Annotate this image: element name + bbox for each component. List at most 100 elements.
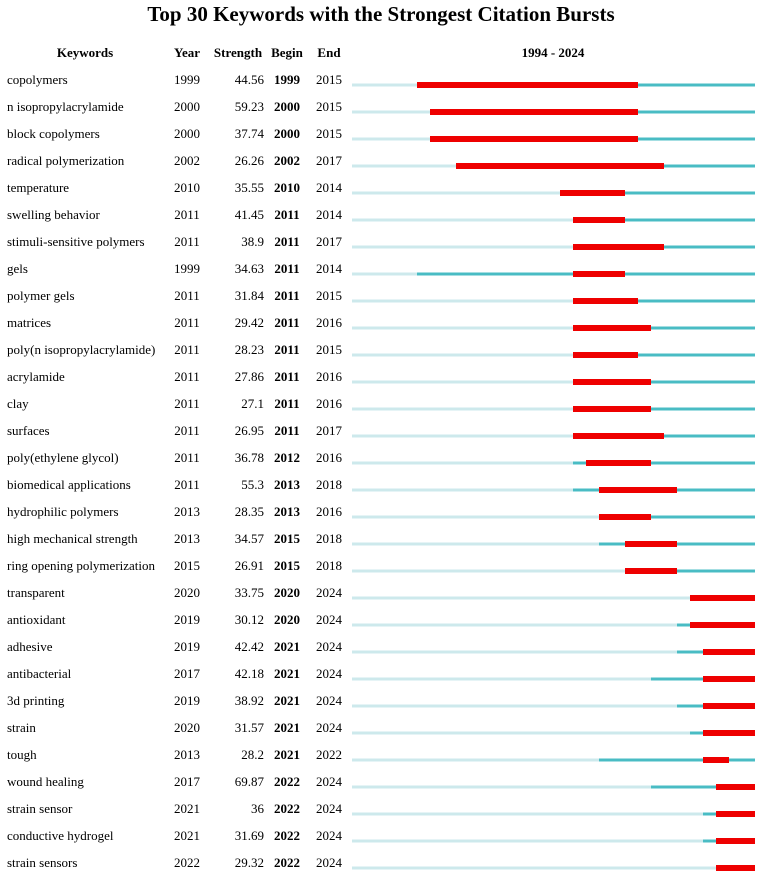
row-end: 2017 bbox=[316, 423, 343, 438]
burst-bar bbox=[703, 649, 755, 655]
row-end: 2016 bbox=[316, 450, 343, 465]
burst-bar bbox=[716, 865, 755, 871]
row-end: 2017 bbox=[316, 234, 343, 249]
table-row: high mechanical strength 2013 34.57 2015 201… bbox=[7, 531, 755, 547]
row-begin: 2011 bbox=[274, 369, 299, 384]
row-begin: 2011 bbox=[274, 207, 299, 222]
timeline-active-segment bbox=[599, 515, 755, 519]
row-strength: 44.56 bbox=[235, 72, 265, 87]
burst-bar bbox=[430, 109, 638, 115]
row-year: 2013 bbox=[174, 747, 200, 762]
table-row: clay 2011 27.1 2011 2016 bbox=[7, 396, 755, 412]
row-strength: 42.42 bbox=[235, 639, 264, 654]
row-strength: 30.12 bbox=[235, 612, 264, 627]
table-row: matrices 2011 29.42 2011 2016 bbox=[7, 315, 755, 331]
table-row: acrylamide 2011 27.86 2011 2016 bbox=[7, 369, 755, 385]
row-begin: 2000 bbox=[274, 126, 300, 141]
table-row: strain 2020 31.57 2021 2024 bbox=[7, 720, 755, 736]
row-begin: 2021 bbox=[274, 693, 300, 708]
row-end: 2015 bbox=[316, 99, 342, 114]
timeline-inactive-segment bbox=[352, 596, 690, 600]
row-year: 2021 bbox=[174, 828, 200, 843]
row-begin: 2022 bbox=[274, 828, 300, 843]
timeline-inactive-segment bbox=[352, 542, 599, 546]
timeline-inactive-segment bbox=[352, 83, 417, 87]
table-row: conductive hydrogel 2021 31.69 2022 2024 bbox=[7, 828, 755, 844]
table-row: polymer gels 2011 31.84 2011 2015 bbox=[7, 288, 755, 304]
timeline-inactive-segment bbox=[352, 326, 573, 330]
timeline-inactive-segment bbox=[352, 677, 651, 681]
timeline-inactive-segment bbox=[352, 758, 599, 762]
table-row: radical polymerization 2002 26.26 2002 2017 bbox=[7, 153, 755, 169]
row-end: 2015 bbox=[316, 126, 342, 141]
row-end: 2017 bbox=[316, 153, 343, 168]
row-keyword: antibacterial bbox=[7, 666, 72, 681]
row-begin: 2020 bbox=[274, 612, 300, 627]
table-row: strain sensor 2021 36 2022 2024 bbox=[7, 801, 755, 817]
row-begin: 2021 bbox=[274, 666, 300, 681]
row-strength: 28.2 bbox=[241, 747, 264, 762]
row-strength: 55.3 bbox=[241, 477, 264, 492]
row-strength: 26.95 bbox=[235, 423, 264, 438]
row-keyword: ring opening polymerization bbox=[7, 558, 156, 573]
row-strength: 42.18 bbox=[235, 666, 264, 681]
row-keyword: acrylamide bbox=[7, 369, 65, 384]
timeline-inactive-segment bbox=[352, 353, 573, 357]
row-end: 2024 bbox=[316, 774, 343, 789]
burst-bar bbox=[573, 244, 664, 250]
burst-bar bbox=[573, 406, 651, 412]
row-year: 2011 bbox=[174, 342, 200, 357]
row-keyword: gels bbox=[7, 261, 28, 276]
row-strength: 38.92 bbox=[235, 693, 264, 708]
row-strength: 59.23 bbox=[235, 99, 264, 114]
row-year: 2011 bbox=[174, 396, 200, 411]
table-row: adhesive 2019 42.42 2021 2024 bbox=[7, 639, 755, 655]
timeline-active-segment bbox=[560, 191, 755, 195]
burst-bar bbox=[573, 379, 651, 385]
row-end: 2015 bbox=[316, 72, 342, 87]
row-begin: 2022 bbox=[274, 774, 300, 789]
row-year: 2011 bbox=[174, 207, 200, 222]
row-keyword: wound healing bbox=[7, 774, 84, 789]
timeline-inactive-segment bbox=[352, 434, 573, 438]
timeline-inactive-segment bbox=[352, 137, 430, 141]
row-end: 2014 bbox=[316, 261, 343, 276]
timeline-inactive-segment bbox=[352, 515, 599, 519]
burst-bar bbox=[560, 190, 625, 196]
row-begin: 2011 bbox=[274, 342, 299, 357]
row-year: 2000 bbox=[174, 126, 200, 141]
row-end: 2018 bbox=[316, 558, 342, 573]
burst-bar bbox=[430, 136, 638, 142]
burst-bar bbox=[690, 622, 755, 628]
timeline-inactive-segment bbox=[352, 218, 573, 222]
row-end: 2024 bbox=[316, 720, 343, 735]
timeline-inactive-segment bbox=[352, 299, 573, 303]
row-year: 2000 bbox=[174, 99, 200, 114]
row-begin: 2021 bbox=[274, 747, 300, 762]
row-strength: 31.84 bbox=[235, 288, 265, 303]
row-begin: 2021 bbox=[274, 720, 300, 735]
burst-bar bbox=[573, 271, 625, 277]
timeline-active-segment bbox=[625, 569, 755, 573]
row-end: 2024 bbox=[316, 801, 343, 816]
row-end: 2016 bbox=[316, 369, 343, 384]
row-strength: 28.35 bbox=[235, 504, 264, 519]
header-end: End bbox=[317, 45, 341, 60]
burst-bar bbox=[586, 460, 651, 466]
row-strength: 29.42 bbox=[235, 315, 264, 330]
timeline-inactive-segment bbox=[352, 812, 703, 816]
row-year: 2011 bbox=[174, 369, 200, 384]
row-end: 2015 bbox=[316, 342, 342, 357]
burst-bar bbox=[703, 703, 755, 709]
row-year: 2011 bbox=[174, 234, 200, 249]
burst-bar bbox=[625, 541, 677, 547]
burst-bar bbox=[573, 217, 625, 223]
table-row: swelling behavior 2011 41.45 2011 2014 bbox=[7, 207, 755, 223]
row-keyword: strain sensors bbox=[7, 855, 77, 870]
header-strength: Strength bbox=[214, 45, 263, 60]
table-row: strain sensors 2022 29.32 2022 2024 bbox=[7, 855, 755, 871]
row-end: 2015 bbox=[316, 288, 342, 303]
row-keyword: clay bbox=[7, 396, 29, 411]
row-end: 2024 bbox=[316, 828, 343, 843]
